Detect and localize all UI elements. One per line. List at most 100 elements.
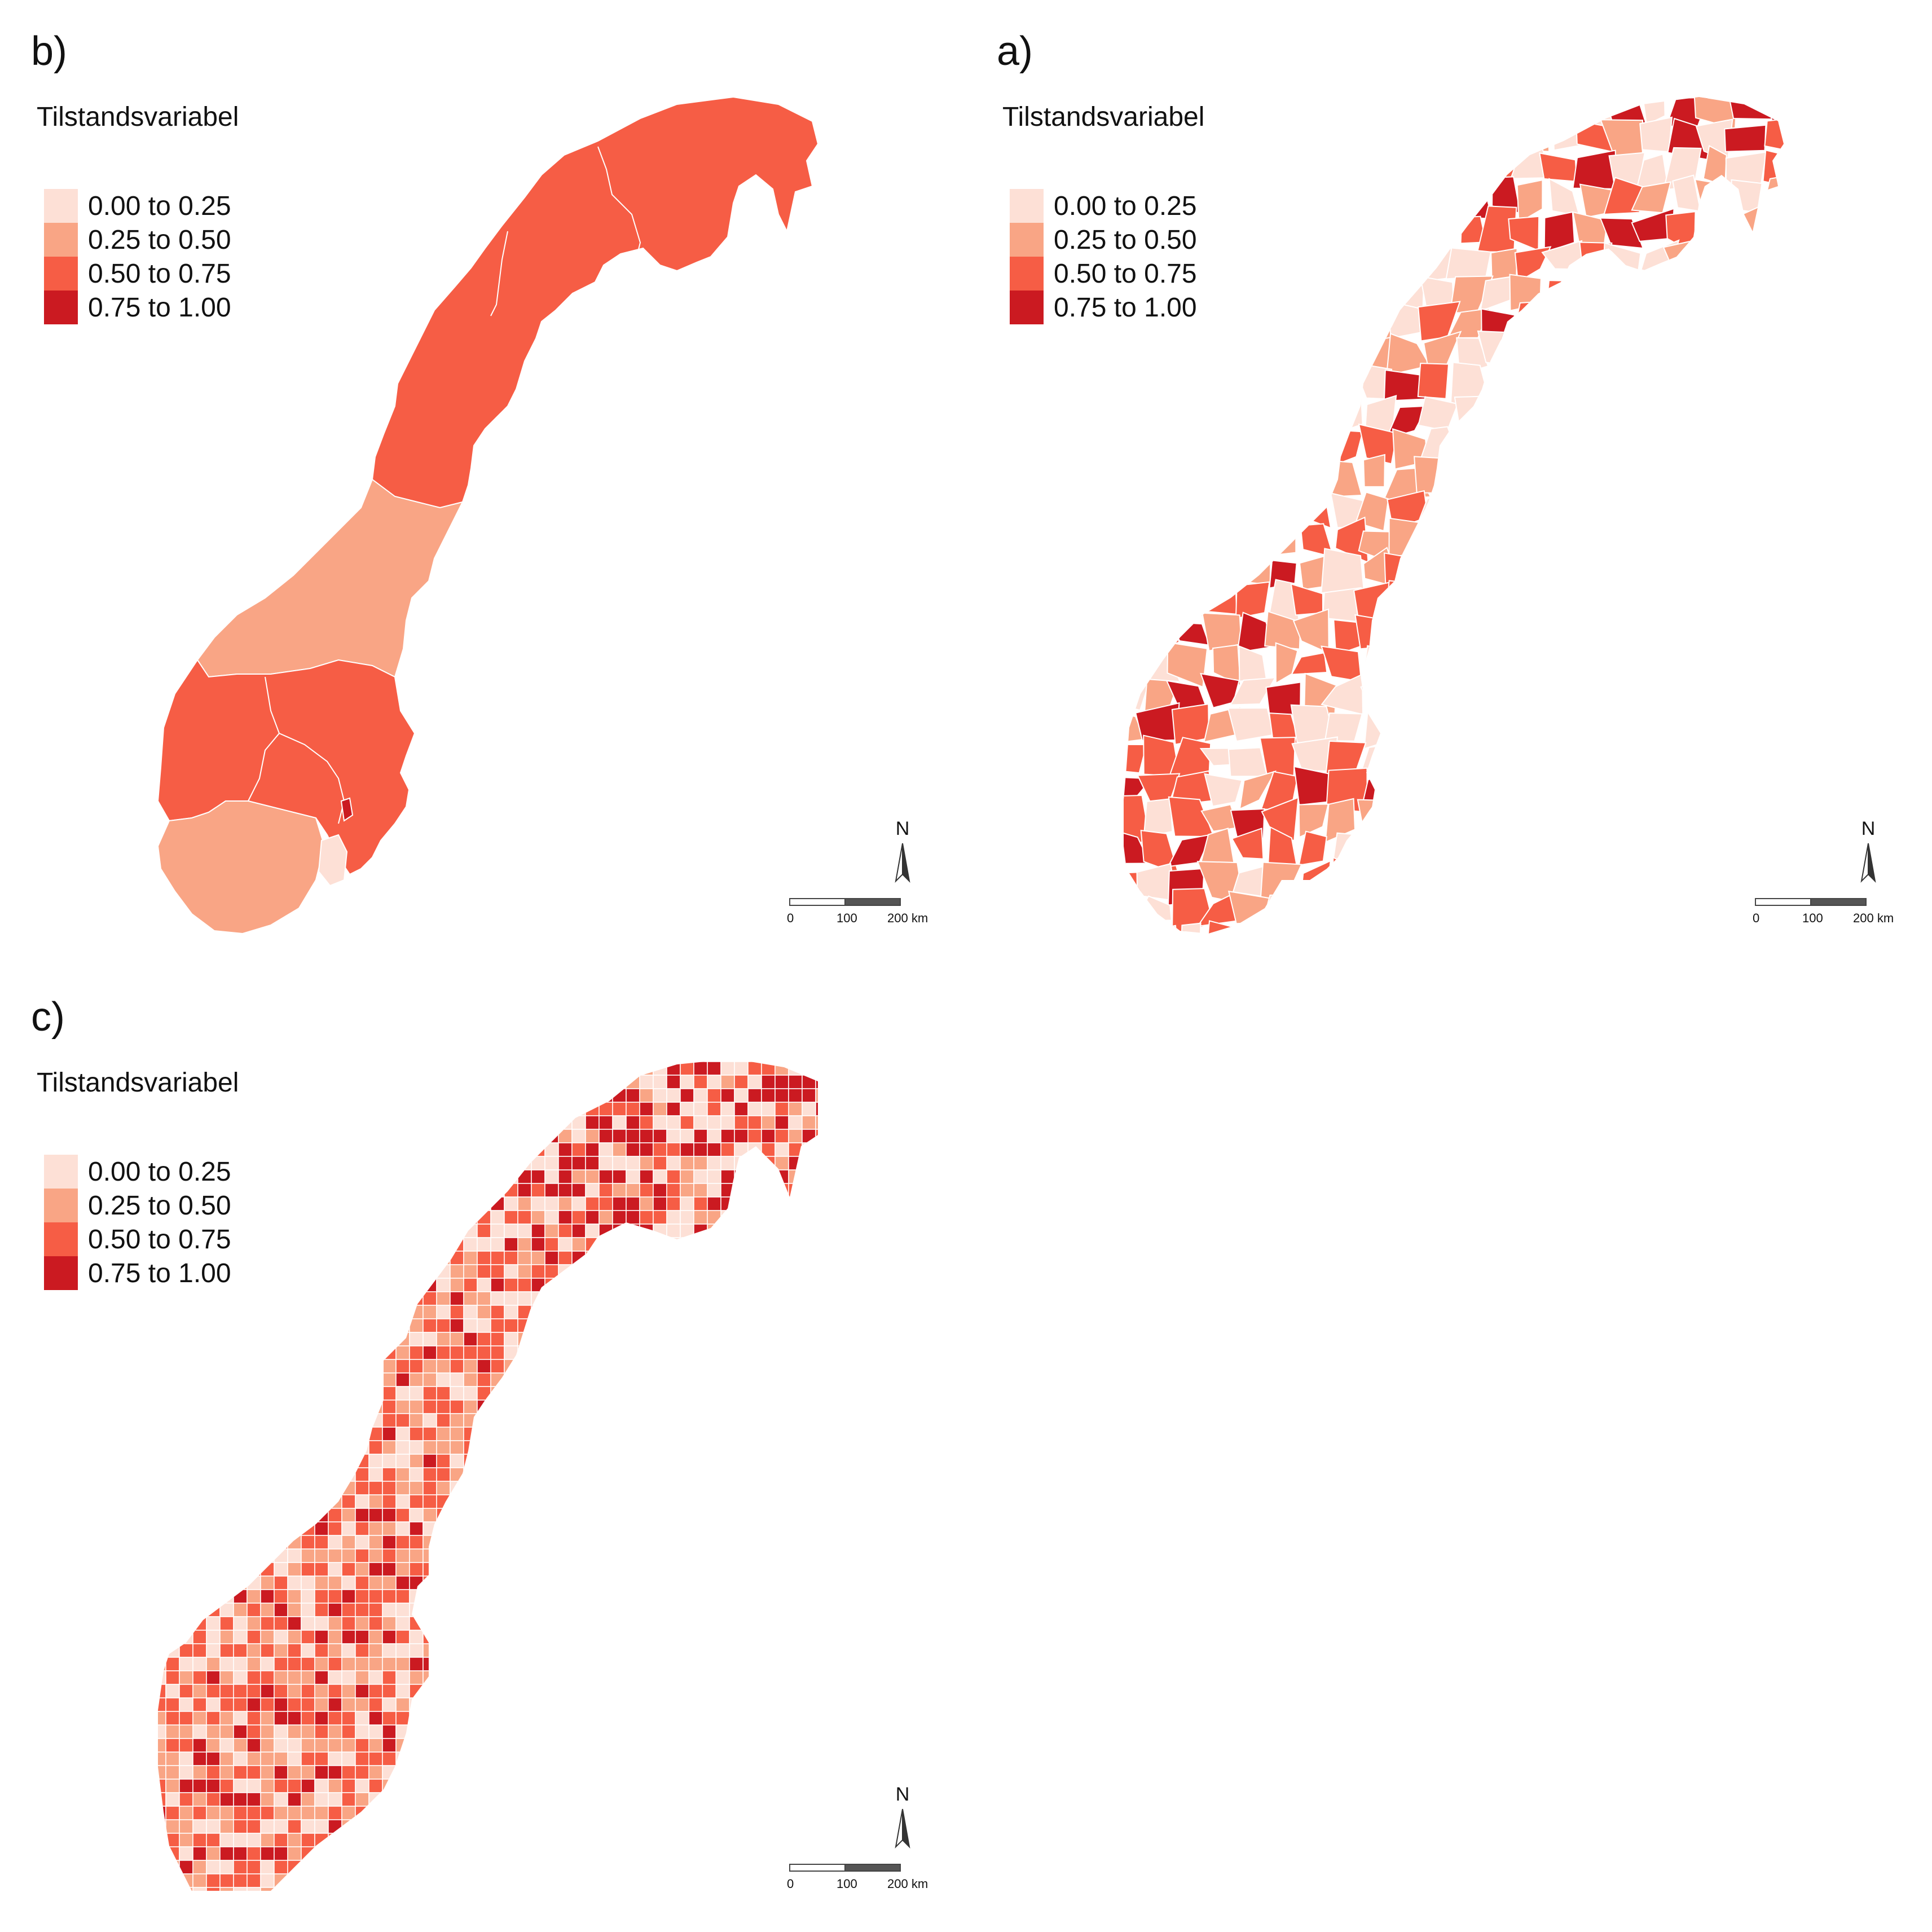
grid-cell [314, 1738, 329, 1753]
grid-cell [774, 1196, 789, 1211]
grid-cell [666, 1169, 681, 1184]
map-region [1727, 458, 1762, 500]
grid-cell [436, 1846, 451, 1861]
grid-cell [314, 1224, 329, 1238]
grid-cell [219, 1169, 234, 1184]
grid-cell [653, 1318, 667, 1333]
grid-cell [247, 1305, 261, 1319]
grid-cell [368, 1115, 383, 1130]
grid-cell [531, 1440, 545, 1455]
grid-cell [517, 1711, 532, 1726]
grid-cell [450, 1535, 464, 1550]
grid-cell [639, 1521, 654, 1536]
grid-cell [815, 1332, 818, 1346]
grid-cell [490, 1751, 505, 1766]
grid-cell [802, 1142, 816, 1157]
grid-cell [585, 1264, 600, 1279]
grid-cell [761, 1264, 776, 1279]
grid-cell [206, 1494, 221, 1509]
grid-cell [158, 1575, 166, 1590]
grid-cell [219, 1494, 234, 1509]
grid-cell [720, 1779, 735, 1793]
grid-cell [761, 1169, 776, 1184]
grid-cell [287, 1196, 302, 1211]
grid-cell [368, 1684, 383, 1698]
grid-cell [517, 1887, 532, 1891]
legend-item: 0.50 to 0.75 [44, 257, 231, 291]
grid-cell [490, 1318, 505, 1333]
grid-cell [815, 1494, 818, 1509]
grid-cell [747, 1643, 762, 1658]
grid-cell [409, 1386, 424, 1401]
grid-cell [558, 1359, 573, 1374]
grid-cell [179, 1575, 193, 1590]
grid-cell [341, 1779, 356, 1793]
map-region [1599, 217, 1644, 249]
map-region [1514, 246, 1552, 283]
grid-cell [707, 1873, 721, 1888]
grid-cell [585, 1589, 600, 1604]
grid-cell [423, 1115, 437, 1130]
grid-cell [274, 1508, 288, 1522]
grid-cell [558, 1643, 573, 1658]
grid-cell [747, 1237, 762, 1252]
grid-cell [368, 1237, 383, 1252]
grid-cell [477, 1751, 491, 1766]
grid-cell [450, 1779, 464, 1793]
grid-cell [368, 1779, 383, 1793]
grid-cell [158, 1156, 166, 1170]
grid-cell [612, 1833, 627, 1847]
grid-cell [463, 1508, 478, 1522]
grid-cell [233, 1751, 248, 1766]
grid-cell [666, 1278, 681, 1292]
grid-cell [761, 1224, 776, 1238]
grid-cell [517, 1156, 532, 1170]
grid-cell [720, 1887, 735, 1891]
grid-cell [287, 1102, 302, 1116]
grid-cell [517, 1142, 532, 1157]
map-region [1427, 578, 1452, 623]
grid-cell [179, 1616, 193, 1631]
grid-cell [517, 1115, 532, 1130]
grid-cell [463, 1169, 478, 1184]
grid-cell [382, 1521, 397, 1536]
map-region [1166, 115, 1208, 155]
grid-cell [301, 1521, 315, 1536]
grid-cell [368, 1183, 383, 1198]
grid-cell [490, 1887, 505, 1891]
grid-cell [219, 1278, 234, 1292]
map-region [1610, 701, 1646, 750]
grid-cell [490, 1251, 505, 1265]
grid-cell [612, 1088, 627, 1103]
grid-cell [287, 1075, 302, 1089]
grid-cell [463, 1440, 478, 1455]
grid-cell [463, 1481, 478, 1495]
grid-cell [287, 1657, 302, 1671]
grid-cell [314, 1305, 329, 1319]
map-region [1332, 832, 1363, 866]
grid-cell [382, 1454, 397, 1468]
legend-item: 0.50 to 0.75 [44, 1222, 231, 1256]
grid-cell [477, 1589, 491, 1604]
grid-cell [531, 1372, 545, 1387]
grid-cell [693, 1359, 708, 1374]
grid-cell [233, 1833, 248, 1847]
grid-cell [409, 1751, 424, 1766]
map-region [1539, 707, 1586, 736]
grid-cell [328, 1142, 342, 1157]
grid-cell [761, 1291, 776, 1306]
grid-cell [165, 1372, 180, 1387]
grid-cell [314, 1846, 329, 1861]
grid-cell [774, 1427, 789, 1441]
map-region [1264, 610, 1301, 650]
grid-cell [179, 1670, 193, 1685]
grid-cell [436, 1887, 451, 1891]
grid-cell [517, 1278, 532, 1292]
grid-cell [639, 1372, 654, 1387]
grid-cell [802, 1332, 816, 1346]
grid-cell [626, 1372, 640, 1387]
grid-cell [558, 1075, 573, 1089]
grid-cell [274, 1251, 288, 1265]
grid-cell [179, 1400, 193, 1414]
grid-cell [639, 1603, 654, 1617]
